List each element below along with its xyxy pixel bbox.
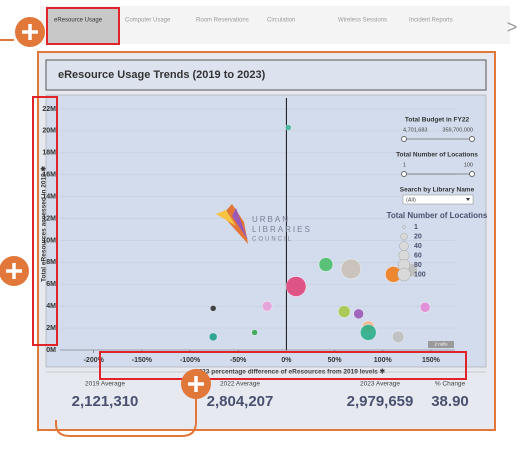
y-tick-label: 0M bbox=[46, 347, 56, 354]
y-tick-label: 4M bbox=[46, 303, 56, 310]
plot: 0M 2M 4M 6M 8M 10M 12M 14M 16M 18M 20M 22M -200% -150… bbox=[40, 98, 455, 376]
y-tick-label: 16M bbox=[42, 172, 56, 179]
size-legend: Total Number of Locations 1 20 40 60 80 100 bbox=[387, 211, 488, 282]
point[interactable] bbox=[251, 329, 258, 336]
legend-circle bbox=[402, 225, 406, 229]
title-bar bbox=[45, 59, 487, 91]
stat-label: 2019 Average bbox=[85, 381, 125, 388]
legend-label: 40 bbox=[414, 243, 422, 250]
x-tick-label: -100% bbox=[180, 357, 201, 364]
point[interactable] bbox=[353, 308, 364, 320]
stat-value: 38.90 bbox=[431, 393, 469, 410]
slider-handle[interactable] bbox=[401, 136, 407, 142]
point[interactable] bbox=[360, 324, 377, 341]
y-axis-title: Total eResources accessed in 2019 ✱ bbox=[40, 166, 48, 282]
y-tick-label: 2M bbox=[46, 325, 56, 332]
x-axis-title: 2023 percentage difference of eResources… bbox=[195, 368, 386, 376]
y-tick-label: 18M bbox=[42, 150, 56, 157]
filter-min: 4,701,683 bbox=[403, 127, 427, 133]
legend-label: 1 bbox=[414, 224, 418, 231]
filter-max: 359,700,000 bbox=[442, 127, 473, 133]
y-tick-label: 20M bbox=[42, 128, 56, 135]
filters: Total Budget in FY22 4,701,683 359,700,0… bbox=[396, 117, 478, 205]
x-tick-label: 150% bbox=[422, 357, 441, 364]
filter-max: 100 bbox=[464, 162, 473, 168]
callout-marker[interactable] bbox=[15, 17, 45, 47]
y-tick-label: 22M bbox=[42, 106, 56, 113]
x-tick-label: 100% bbox=[374, 357, 393, 364]
stat-label: 2023 Average bbox=[360, 381, 400, 388]
stat-value: 2,804,207 bbox=[207, 393, 274, 410]
legend-circle bbox=[400, 232, 408, 241]
tab[interactable]: Circulation bbox=[267, 18, 295, 24]
stat-label: 2022 Average bbox=[220, 381, 260, 388]
filter-label: Search by Library Name bbox=[400, 187, 475, 194]
tabs: eResource Usage Computer Usage Room Reserv… bbox=[48, 9, 453, 43]
logo-text: COUNCIL bbox=[252, 237, 293, 243]
highlight-box bbox=[46, 7, 120, 45]
point[interactable] bbox=[340, 258, 362, 280]
x-tick-label: 50% bbox=[328, 357, 343, 364]
chart-panel bbox=[45, 94, 487, 368]
y-tick-label: 14M bbox=[42, 193, 56, 200]
dashboard-title: eResource Usage Trends (2019 to 2023) bbox=[58, 69, 266, 81]
slider-handle[interactable] bbox=[401, 171, 407, 177]
legend-label: 60 bbox=[414, 252, 422, 259]
callout-marker[interactable] bbox=[0, 256, 29, 286]
logo-text: LIBRARIES bbox=[252, 225, 312, 234]
point[interactable] bbox=[285, 124, 292, 131]
point[interactable] bbox=[285, 276, 307, 297]
y-tick-label: 8M bbox=[46, 259, 56, 266]
point[interactable] bbox=[208, 332, 218, 342]
tab[interactable]: Computer Usage bbox=[125, 18, 171, 24]
slider-handle[interactable] bbox=[469, 171, 475, 177]
tab-selected bbox=[48, 9, 118, 43]
filter-min: 1 bbox=[403, 162, 406, 168]
dropdown-value: (All) bbox=[406, 197, 416, 203]
y-tick-label: 6M bbox=[46, 281, 56, 288]
legend-circle bbox=[397, 267, 411, 282]
stat-label: % Change bbox=[435, 381, 466, 388]
point[interactable] bbox=[209, 305, 217, 312]
legend-circle bbox=[399, 241, 409, 251]
dropdown[interactable] bbox=[402, 194, 474, 205]
stats: 2019 Average 2,121,310 2022 Average 2,804,2… bbox=[72, 381, 469, 410]
point[interactable] bbox=[419, 302, 431, 313]
x-tick-label: 0% bbox=[281, 357, 292, 364]
highlight-box bbox=[32, 96, 58, 346]
callout-marker[interactable] bbox=[181, 369, 211, 399]
legend-label: 80 bbox=[414, 262, 422, 269]
x-tick-label: -200% bbox=[84, 357, 105, 364]
callout-line bbox=[55, 396, 197, 437]
tab[interactable]: Incident Reports bbox=[409, 18, 453, 24]
slider-handle[interactable] bbox=[469, 136, 475, 142]
x-tick-label: -150% bbox=[132, 357, 153, 364]
legend-label: 100 bbox=[414, 271, 426, 278]
stat-value: 2,121,310 bbox=[72, 393, 139, 410]
next-tab[interactable]: > bbox=[507, 17, 518, 37]
logo-text: URBAN bbox=[252, 215, 290, 224]
highlight-box bbox=[99, 351, 467, 380]
point[interactable] bbox=[337, 305, 351, 318]
tab[interactable]: eResource Usage bbox=[54, 18, 103, 24]
legend-label: 20 bbox=[414, 233, 422, 240]
point[interactable] bbox=[318, 257, 334, 272]
filter-label: Total Number of Locations bbox=[396, 152, 478, 159]
x-tick-label: -50% bbox=[230, 357, 247, 364]
nulls-badge bbox=[428, 341, 454, 348]
y-tick-label: 12M bbox=[42, 215, 56, 222]
nulls-label: 2 nulls bbox=[434, 342, 448, 347]
point[interactable] bbox=[261, 300, 273, 312]
point[interactable] bbox=[391, 330, 405, 344]
tab[interactable]: Wireless Sessions bbox=[338, 18, 387, 24]
logo: URBAN LIBRARIES COUNCIL bbox=[216, 204, 312, 244]
legend-title: Total Number of Locations bbox=[387, 211, 488, 220]
filter-label: Total Budget in FY22 bbox=[405, 117, 470, 124]
stat-value: 2,979,659 bbox=[347, 393, 414, 410]
tab[interactable]: Room Reservations bbox=[196, 18, 249, 24]
y-tick-label: 10M bbox=[42, 237, 56, 244]
dropdown-arrow bbox=[466, 198, 470, 201]
